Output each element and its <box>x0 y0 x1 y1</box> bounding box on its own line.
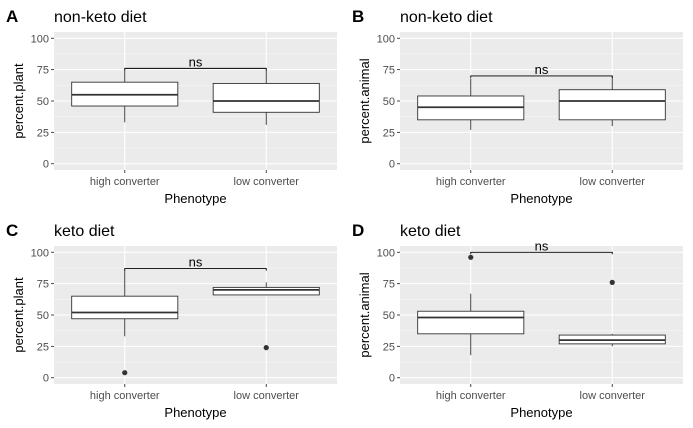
bracket-line <box>124 67 267 71</box>
x-tick-label: high converter <box>436 176 506 188</box>
bracket-line <box>470 251 613 255</box>
panel-letter: C <box>6 221 18 240</box>
box-iqr <box>417 310 525 335</box>
y-tick-label: 50 <box>37 310 49 322</box>
x-axis-title: Phenotype <box>164 191 226 206</box>
box-iqr <box>212 82 320 113</box>
x-tick-label: high converter <box>90 176 160 188</box>
y-axis-title: percent.animal <box>357 272 372 357</box>
y-tick-label: 100 <box>377 33 395 45</box>
y-tick-label: 50 <box>383 96 395 108</box>
panel-letter: A <box>6 7 18 26</box>
x-tick-label: low converter <box>234 390 300 402</box>
box-high-converter <box>71 269 179 376</box>
y-tick-label: 100 <box>377 247 395 259</box>
y-tick-label: 0 <box>43 159 49 171</box>
panel-c: ns 0 25 50 75 100 high converter low converter P… <box>6 221 337 420</box>
x-tick-label: high converter <box>436 390 506 402</box>
box-high-converter <box>71 69 179 123</box>
y-tick-label: 25 <box>37 127 49 139</box>
y-tick-label: 75 <box>37 279 49 291</box>
significance-bracket: ns <box>470 238 613 255</box>
bracket-line <box>470 75 613 78</box>
y-tick-label: 75 <box>383 65 395 77</box>
significance-label: ns <box>535 238 549 253</box>
y-axis-title: percent.animal <box>357 58 372 143</box>
box-iqr <box>558 89 666 121</box>
outlier-point <box>468 254 474 260</box>
box-low-converter <box>212 282 320 351</box>
y-tick-label: 75 <box>383 279 395 291</box>
y-axis-title: percent.plant <box>11 63 26 139</box>
box-high-converter <box>417 78 525 130</box>
y-tick-label: 50 <box>37 96 49 108</box>
x-tick-label: high converter <box>90 390 160 402</box>
y-tick-label: 25 <box>383 127 395 139</box>
significance-label: ns <box>189 54 203 69</box>
x-tick-label: low converter <box>234 176 300 188</box>
y-tick-label: 100 <box>31 247 49 259</box>
box-low-converter <box>558 279 666 347</box>
y-tick-label: 0 <box>389 373 395 385</box>
box-high-converter <box>417 254 525 356</box>
box-iqr <box>212 286 320 296</box>
panel-b: ns 0 25 50 75 100 high converter low converter P… <box>352 7 683 206</box>
y-tick-label: 0 <box>389 159 395 171</box>
panel-title: keto diet <box>54 223 115 240</box>
y-axis-title: percent.plant <box>11 277 26 353</box>
panel-d: ns 0 25 50 75 100 high converter low converter P… <box>352 221 683 420</box>
y-tick-label: 25 <box>37 341 49 353</box>
panel-title: non-keto diet <box>54 9 147 26</box>
x-axis-title: Phenotype <box>510 405 572 420</box>
significance-bracket: ns <box>470 62 613 78</box>
significance-bracket: ns <box>124 54 267 71</box>
bracket-line <box>124 268 267 271</box>
panels: ns 0 25 50 75 100 high converter low converter P… <box>6 7 683 420</box>
box-low-converter <box>558 75 666 127</box>
panel-letter: D <box>352 221 364 240</box>
x-tick-label: low converter <box>580 176 646 188</box>
outlier-point <box>609 279 615 285</box>
panel-title: keto diet <box>400 223 461 240</box>
significance-label: ns <box>535 62 549 77</box>
box-iqr <box>71 295 179 320</box>
box-low-converter <box>212 69 320 125</box>
y-tick-label: 25 <box>383 341 395 353</box>
y-tick-label: 50 <box>383 310 395 322</box>
x-axis-title: Phenotype <box>510 191 572 206</box>
x-tick-label: low converter <box>580 390 646 402</box>
panel-a: ns 0 25 50 75 100 high converter low converter P… <box>6 7 337 206</box>
significance-bracket: ns <box>124 255 267 271</box>
outlier-point <box>263 345 269 351</box>
x-axis-title: Phenotype <box>164 405 226 420</box>
y-tick-label: 75 <box>37 65 49 77</box>
panel-letter: B <box>352 7 364 26</box>
outlier-point <box>122 370 128 376</box>
y-tick-label: 100 <box>31 33 49 45</box>
y-tick-label: 0 <box>43 373 49 385</box>
significance-label: ns <box>189 255 203 270</box>
panel-title: non-keto diet <box>400 9 493 26</box>
